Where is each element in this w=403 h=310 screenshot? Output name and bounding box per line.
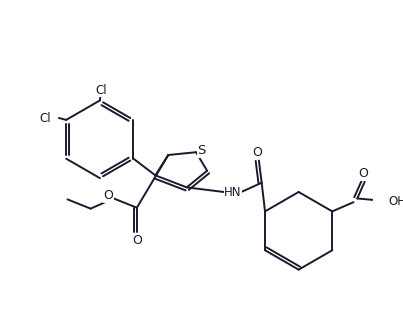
Text: O: O [358, 167, 368, 180]
Text: Cl: Cl [95, 84, 107, 97]
Text: Cl: Cl [40, 112, 52, 125]
Text: O: O [103, 189, 113, 202]
Text: HN: HN [224, 186, 242, 199]
Text: O: O [132, 233, 142, 246]
Text: O: O [252, 146, 262, 159]
Text: OH: OH [389, 195, 403, 208]
Text: S: S [197, 144, 206, 157]
